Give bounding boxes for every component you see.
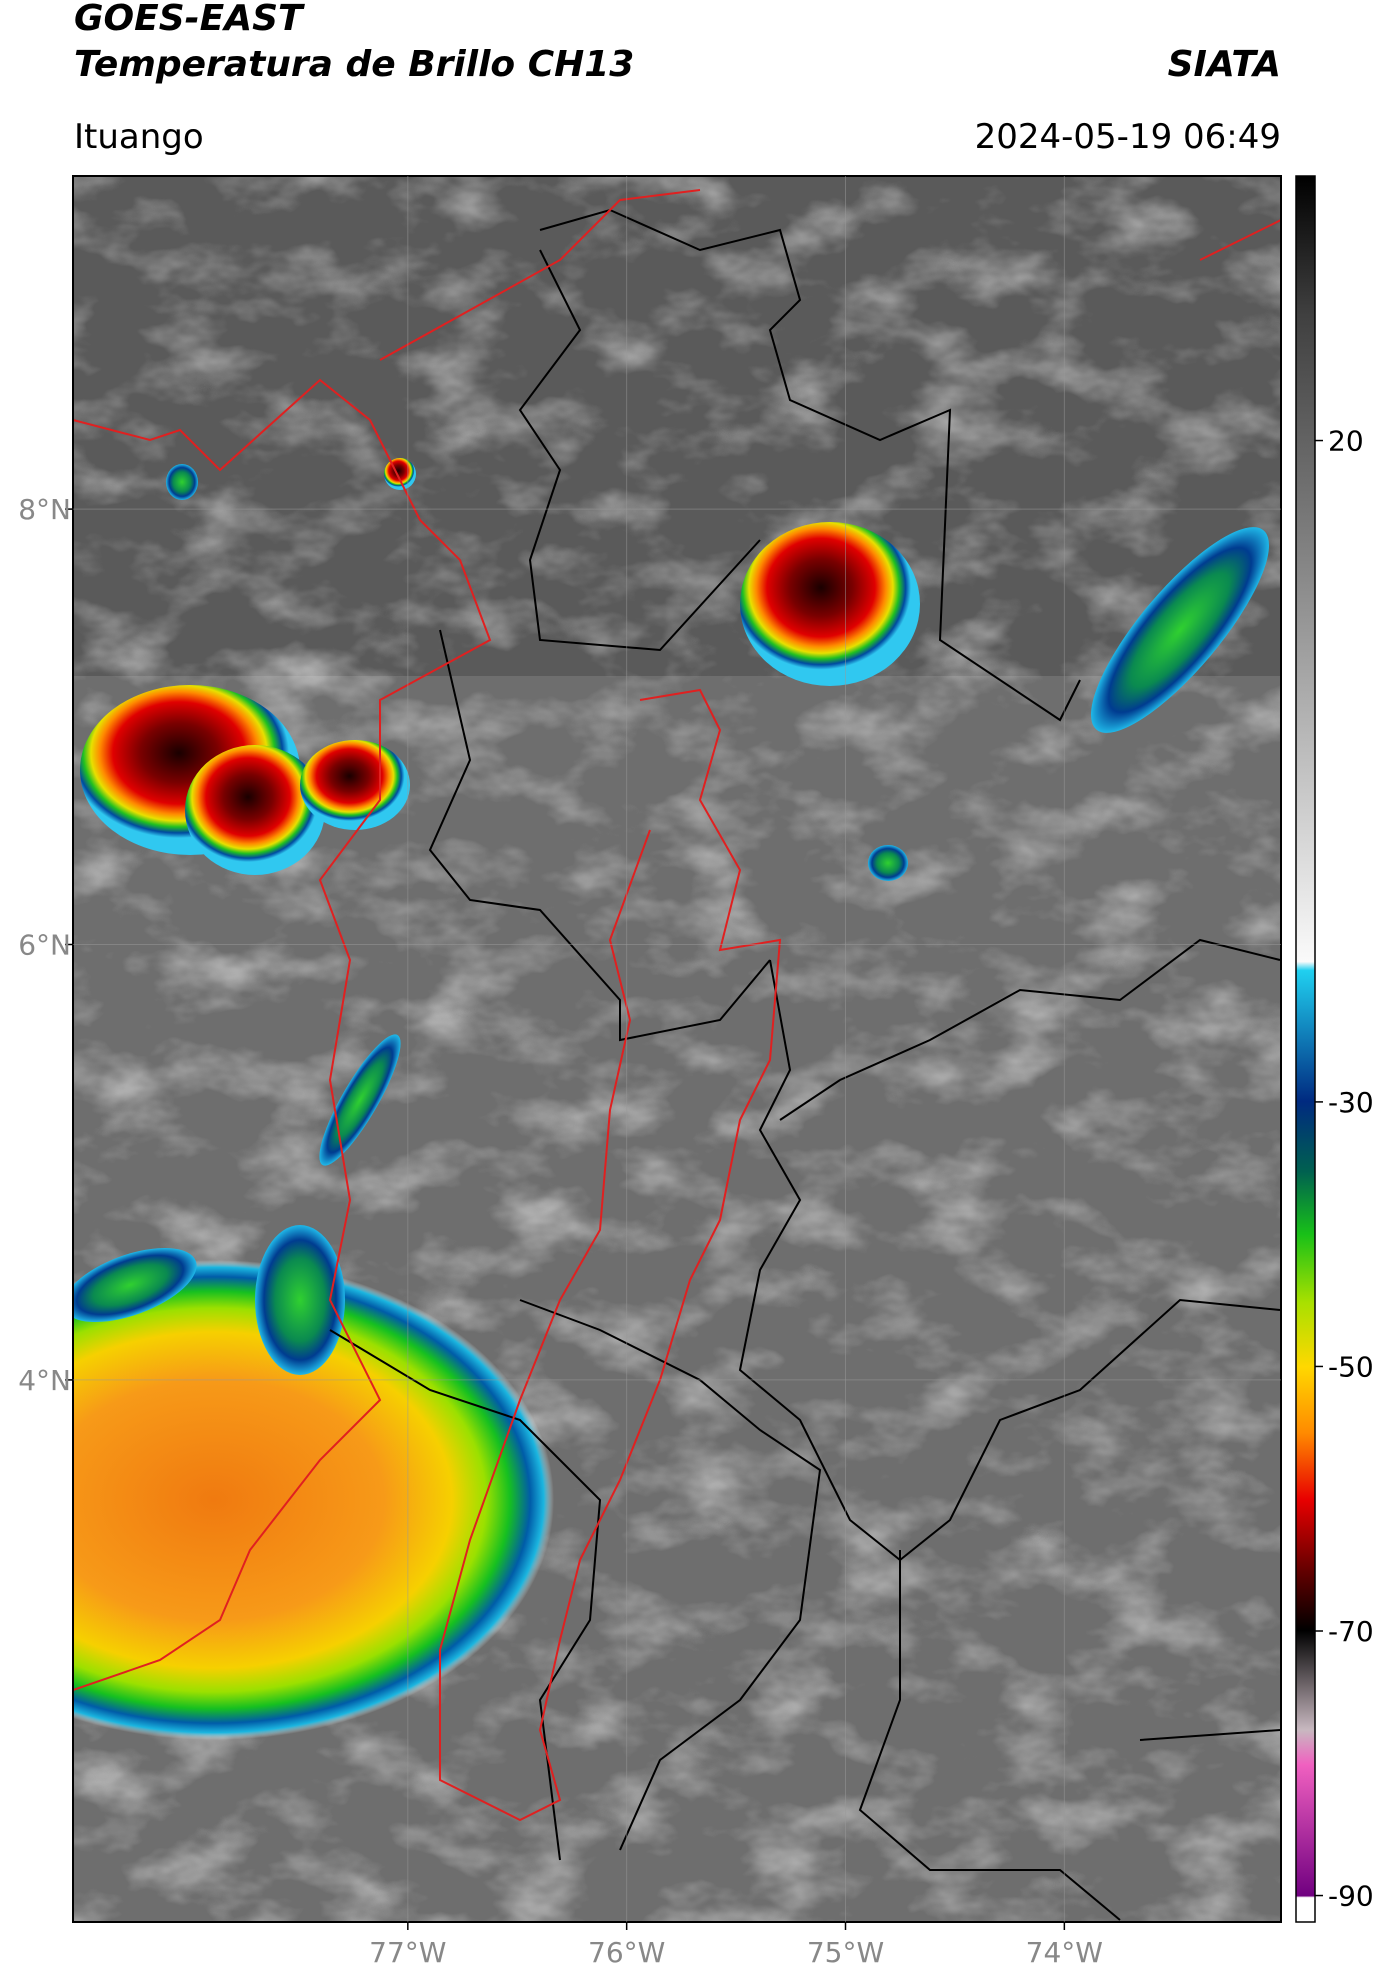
y-tick-label: 4°N (18, 1364, 71, 1397)
colorbar-tick-label: -70 (1328, 1615, 1374, 1648)
y-tick-label: 8°N (18, 493, 71, 526)
satellite-image (73, 176, 1281, 1922)
datetime: 2024-05-19 06:49 (975, 117, 1281, 157)
colorbar-tick-label: -50 (1328, 1350, 1374, 1383)
y-tick-label: 6°N (18, 929, 71, 962)
location: Ituango (74, 117, 204, 157)
x-tick-label: 75°W (807, 1936, 884, 1969)
x-tick-label: 76°W (588, 1936, 665, 1969)
source: SIATA (1168, 44, 1281, 85)
colorbar-tick-label: 20 (1328, 425, 1364, 458)
colorbar-tick-label: -30 (1328, 1086, 1374, 1119)
colorbar-tick-label: -90 (1328, 1880, 1374, 1913)
colorbar (1295, 175, 1316, 1923)
title: GOES-EAST (74, 0, 305, 39)
subtitle: Temperatura de Brillo CH13 (74, 44, 634, 85)
x-tick-label: 77°W (369, 1936, 446, 1969)
x-tick-label: 74°W (1026, 1936, 1103, 1969)
map-frame (72, 175, 1282, 1923)
